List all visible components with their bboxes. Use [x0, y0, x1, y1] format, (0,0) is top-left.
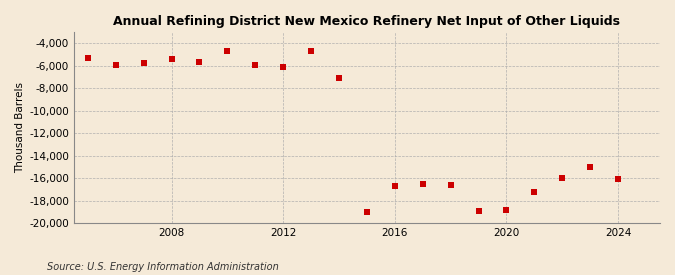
- Point: [194, 60, 205, 65]
- Point: [138, 61, 149, 66]
- Point: [250, 62, 261, 67]
- Point: [362, 210, 373, 214]
- Point: [446, 183, 456, 187]
- Point: [585, 165, 595, 169]
- Title: Annual Refining District New Mexico Refinery Net Input of Other Liquids: Annual Refining District New Mexico Refi…: [113, 15, 620, 28]
- Point: [389, 184, 400, 188]
- Point: [613, 177, 624, 182]
- Point: [557, 176, 568, 180]
- Point: [166, 57, 177, 61]
- Point: [222, 49, 233, 53]
- Point: [473, 208, 484, 213]
- Point: [82, 56, 93, 60]
- Text: Source: U.S. Energy Information Administration: Source: U.S. Energy Information Administ…: [47, 262, 279, 271]
- Point: [417, 182, 428, 186]
- Point: [111, 62, 122, 67]
- Point: [529, 189, 540, 194]
- Point: [333, 76, 344, 80]
- Y-axis label: Thousand Barrels: Thousand Barrels: [15, 82, 25, 173]
- Point: [501, 207, 512, 212]
- Point: [306, 49, 317, 53]
- Point: [278, 65, 289, 69]
